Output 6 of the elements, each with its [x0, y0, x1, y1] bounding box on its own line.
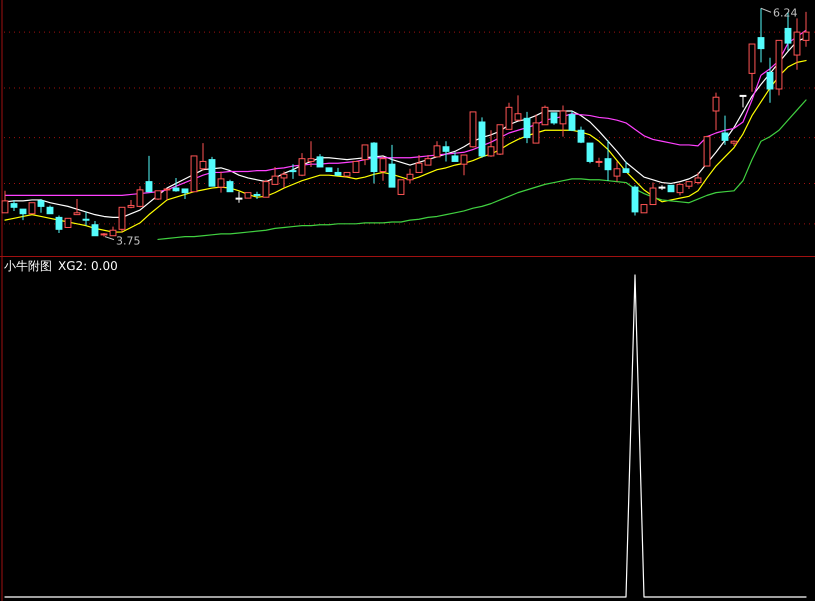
annotation: 3.75: [104, 234, 140, 248]
annotation: 6.24: [760, 6, 798, 20]
text: XG2: 0.00: [58, 259, 118, 273]
annotation: 3.75: [116, 234, 140, 248]
chart-title: 小牛附图: [4, 259, 52, 273]
annotation: 6.24: [773, 6, 798, 20]
